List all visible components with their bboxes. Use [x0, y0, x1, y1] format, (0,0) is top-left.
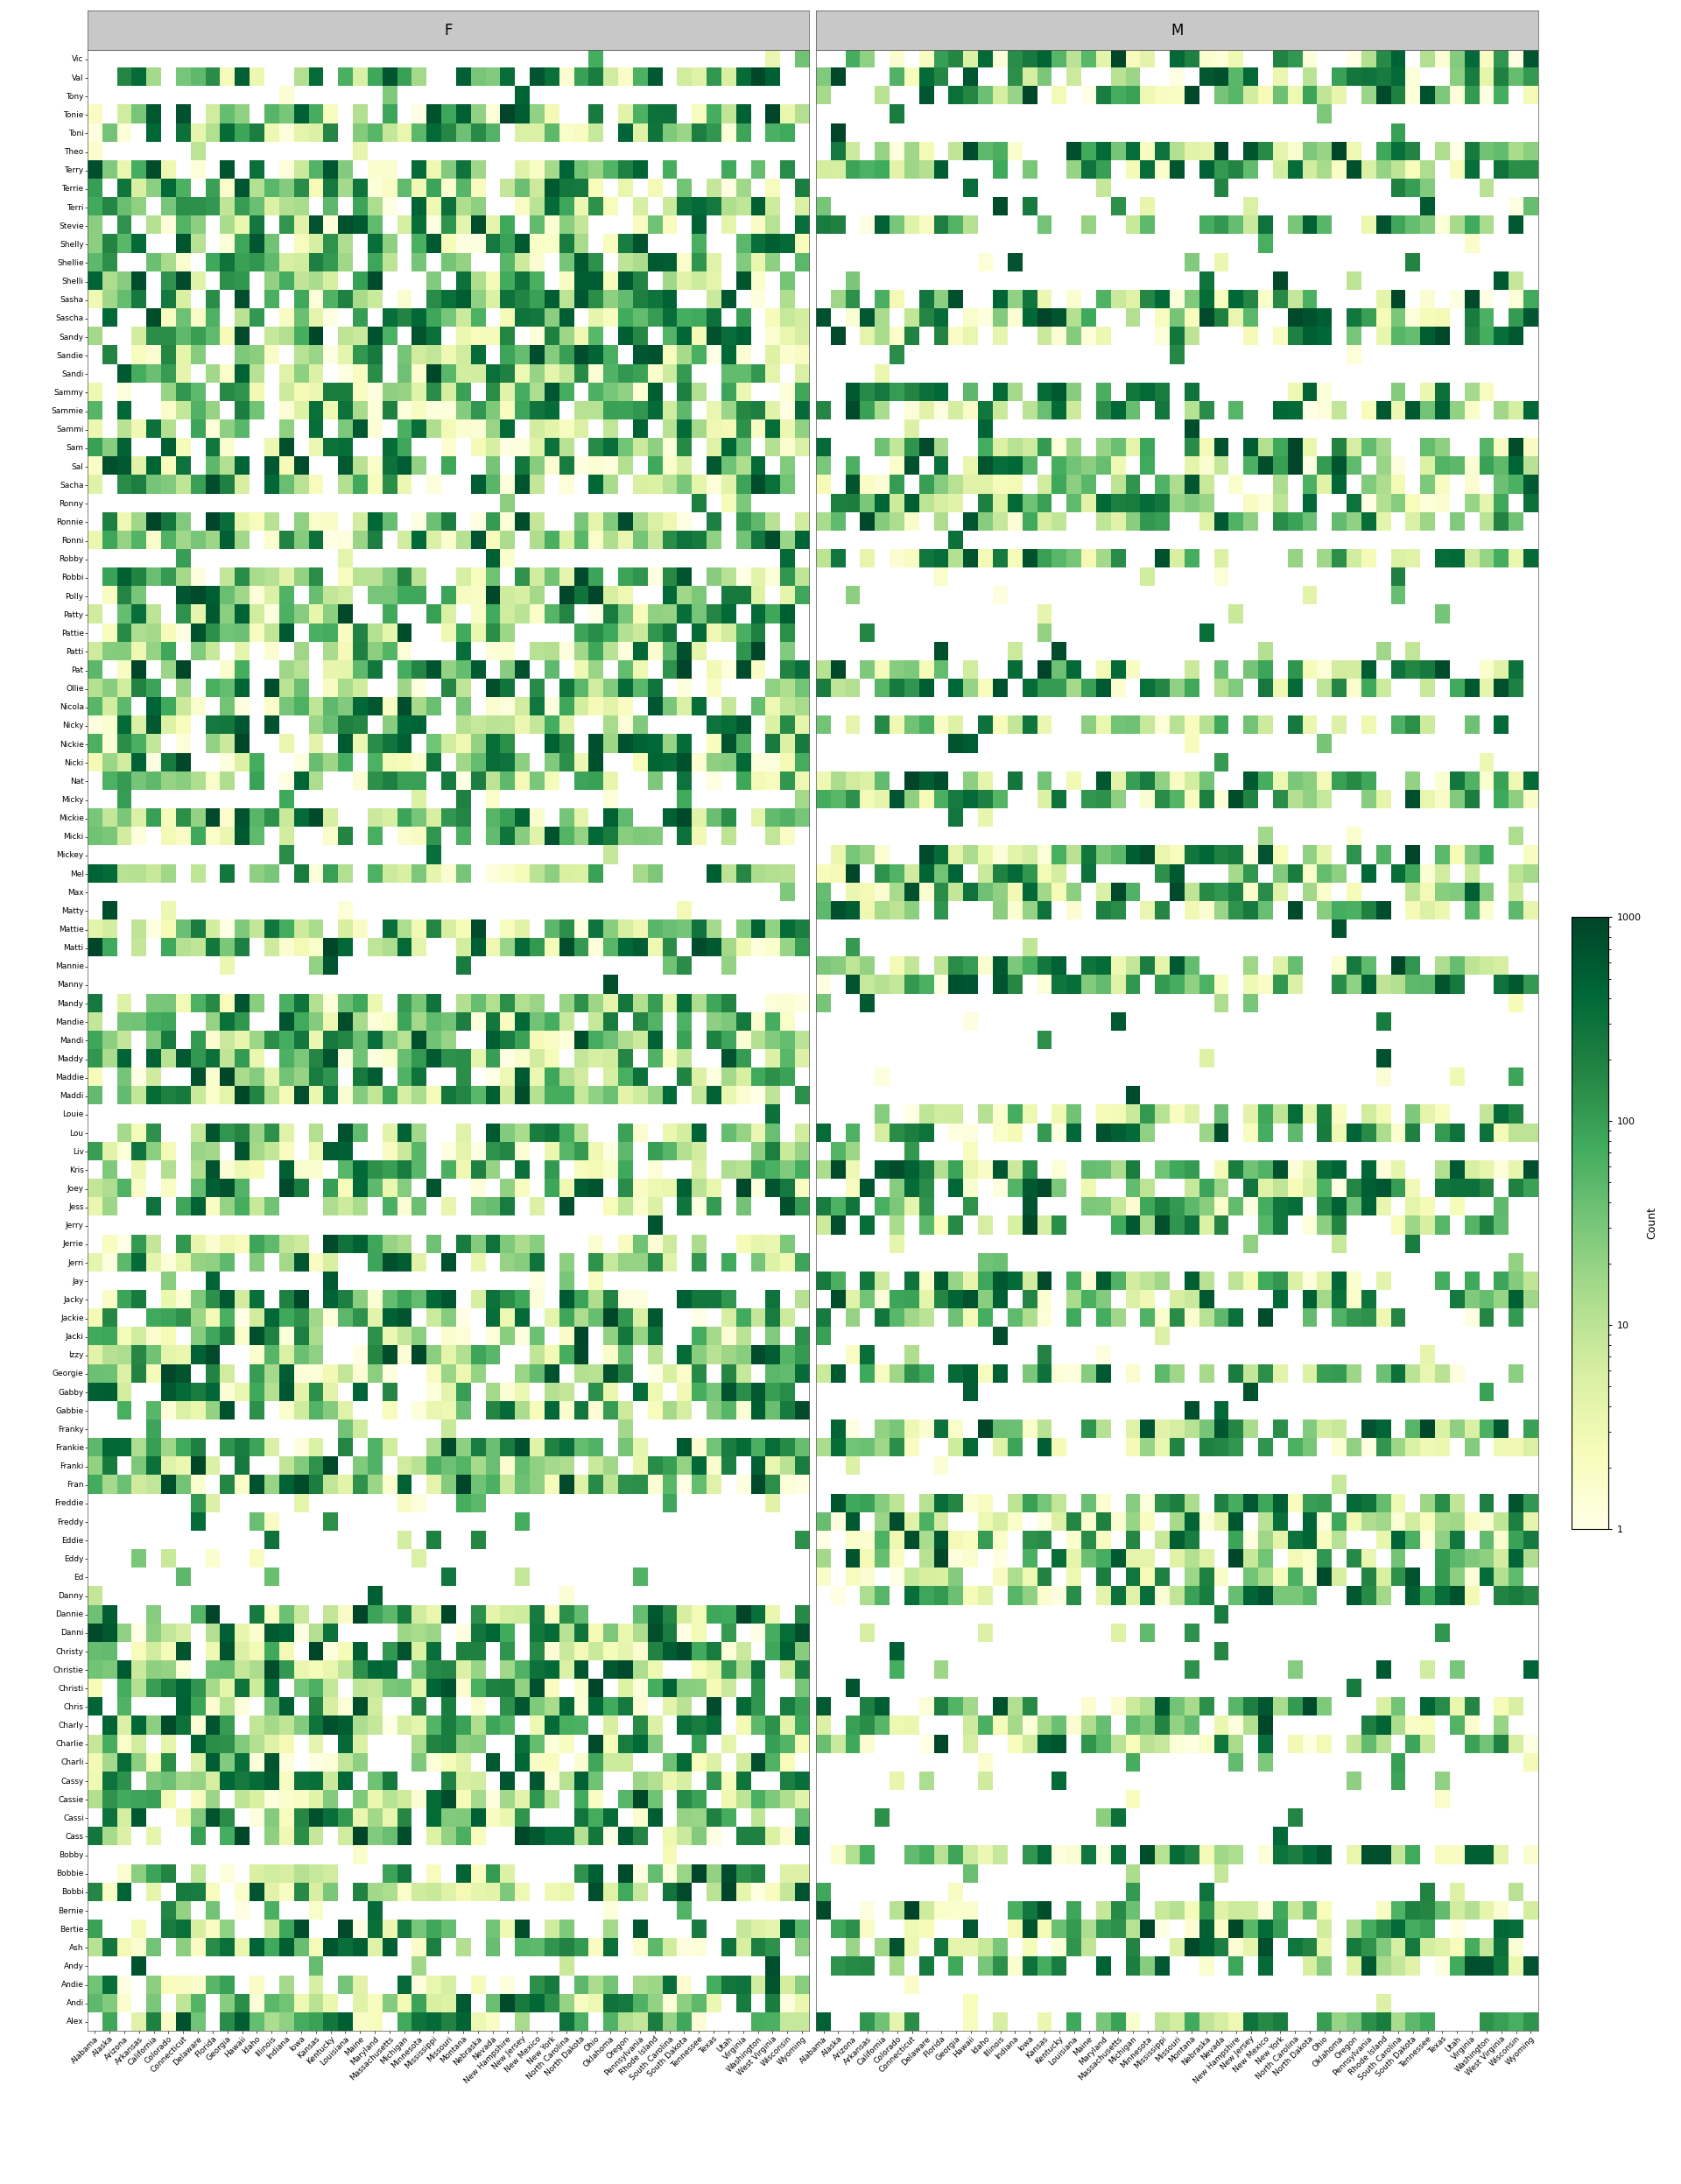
Y-axis label: Count: Count: [1646, 1208, 1657, 1238]
Text: F: F: [444, 22, 452, 39]
Text: M: M: [1172, 22, 1183, 39]
